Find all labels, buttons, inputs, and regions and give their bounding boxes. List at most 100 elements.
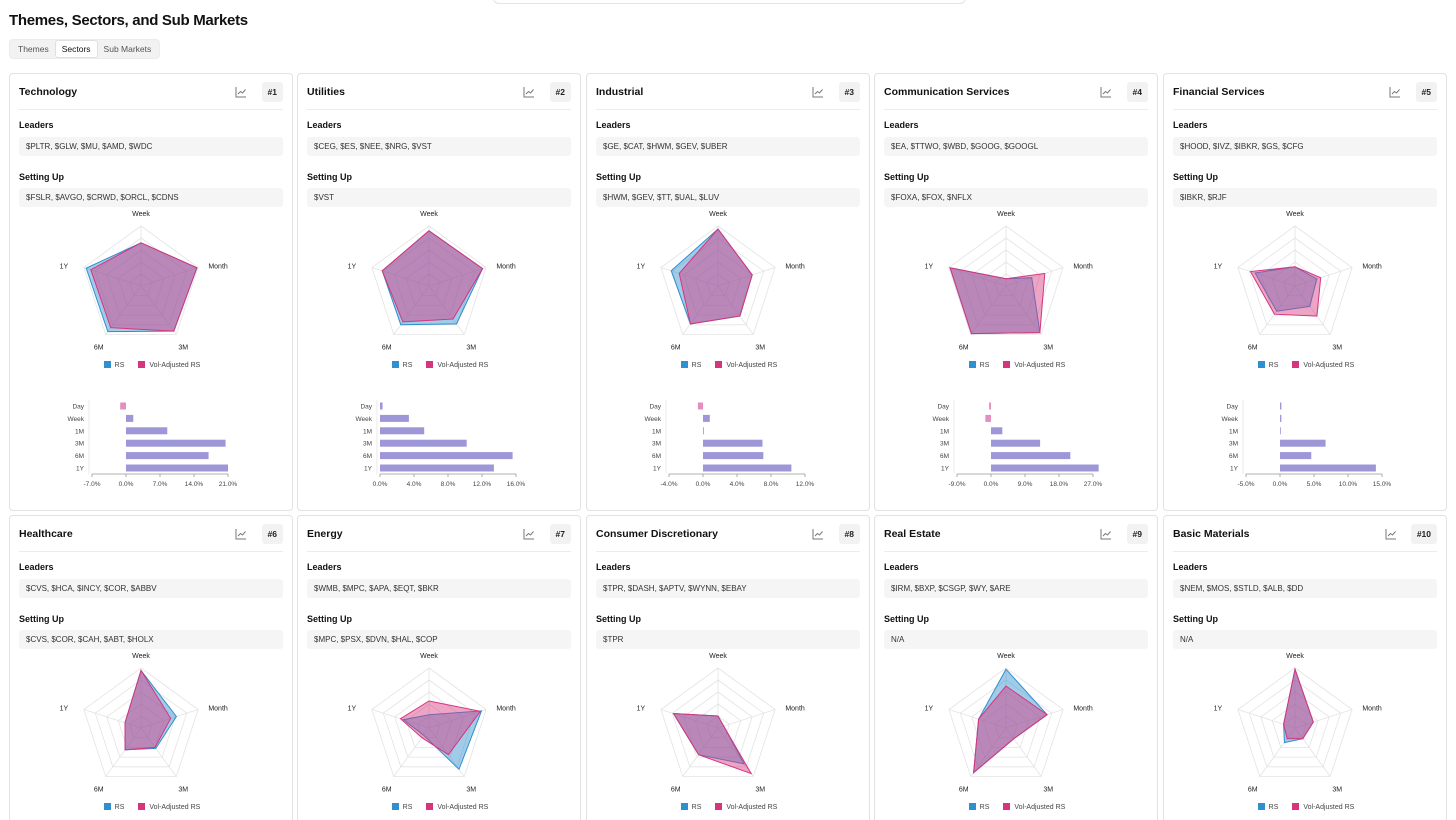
radar-grid-ring <box>83 667 199 777</box>
bar-row-label: 1M <box>652 428 661 435</box>
radar-legend: RS Vol-Adjusted RS <box>875 361 1157 369</box>
radar-spoke <box>1294 267 1353 287</box>
leaders-label: Leaders <box>596 562 631 572</box>
radar-grid-ring <box>994 715 1018 739</box>
chart-trend-icon[interactable] <box>1100 528 1112 540</box>
radar-grid-ring <box>683 691 753 758</box>
rank-badge: #10 <box>1410 524 1437 544</box>
radar-axis-label: 1Y <box>1214 263 1223 270</box>
radar-axis-label: 3M <box>466 787 476 794</box>
leaders-label: Leaders <box>19 120 54 130</box>
chart-trend-icon[interactable] <box>523 86 535 98</box>
card-title: Basic Materials <box>1173 528 1250 540</box>
top-search-bar[interactable] <box>493 0 966 4</box>
performance-bar <box>380 427 425 435</box>
chart-trend-icon[interactable] <box>1100 86 1112 98</box>
card-header: Energy #7 <box>307 516 571 552</box>
performance-bar <box>703 452 764 460</box>
legend-item-rs[interactable]: RS <box>391 361 412 369</box>
radar-spoke <box>428 709 487 729</box>
radar-series-vol-rs <box>949 267 1046 335</box>
bar-row-label: 6M <box>1229 453 1238 460</box>
legend-item-vol-rs[interactable]: Vol-Adjusted RS <box>1003 803 1065 811</box>
radar-axis-label: 3M <box>1332 345 1342 352</box>
tab-themes[interactable]: Themes <box>18 44 49 54</box>
legend-item-vol-rs[interactable]: Vol-Adjusted RS <box>715 361 777 369</box>
bar-tick-label: 16.0% <box>507 481 526 488</box>
legend-item-rs[interactable]: RS <box>103 803 124 811</box>
chart-trend-icon[interactable] <box>523 528 535 540</box>
legend-item-vol-rs[interactable]: Vol-Adjusted RS <box>138 803 200 811</box>
radar-spoke <box>948 267 1007 287</box>
radar-axis-label: 1Y <box>637 263 646 270</box>
radar-series-rs <box>1254 266 1318 312</box>
performance-bar-chart: Day Week 1M 3M 6M 1Y 0.0% 4.0% 8.0% 12.0% 16.0% <box>356 400 526 488</box>
radar-grid-ring <box>971 691 1041 758</box>
legend-item-rs[interactable]: RS <box>680 361 701 369</box>
legend-item-rs[interactable]: RS <box>680 803 701 811</box>
radar-spoke <box>428 267 487 287</box>
performance-bar <box>1280 452 1312 460</box>
legend-item-vol-rs[interactable]: Vol-Adjusted RS <box>1292 803 1354 811</box>
legend-item-vol-rs[interactable]: Vol-Adjusted RS <box>426 361 488 369</box>
radar-grid-ring <box>1283 715 1307 739</box>
performance-bar <box>1280 414 1282 422</box>
leaders-tickers: $CVS, $HCA, $INCY, $COR, $ABBV <box>19 579 283 598</box>
bar-tick-label: 27.0% <box>1084 481 1103 488</box>
legend-item-rs[interactable]: RS <box>968 803 989 811</box>
bar-tick-label: 0.0% <box>984 481 999 488</box>
legend-item-rs[interactable]: RS <box>1257 361 1278 369</box>
setting-up-tickers: $TPR <box>596 630 860 649</box>
radar-legend: RS Vol-Adjusted RS <box>1164 361 1446 369</box>
bar-row-label: 1Y <box>653 466 662 473</box>
leaders-tickers: $IRM, $BXP, $CSGP, $WY, $ARE <box>884 579 1148 598</box>
setting-up-label: Setting Up <box>307 614 352 624</box>
chart-trend-icon[interactable] <box>1389 86 1401 98</box>
legend-item-vol-rs[interactable]: Vol-Adjusted RS <box>1003 361 1065 369</box>
legend-item-rs[interactable]: RS <box>1257 803 1278 811</box>
bar-tick-label: 0.0% <box>119 481 134 488</box>
radar-grid-ring <box>129 715 153 739</box>
setting-up-tickers: $VST <box>307 188 571 207</box>
legend-item-vol-rs[interactable]: Vol-Adjusted RS <box>426 803 488 811</box>
bar-row-label: Day <box>937 404 949 411</box>
radar-grid-ring <box>1271 703 1319 748</box>
chart-trend-icon[interactable] <box>235 528 247 540</box>
bar-tick-label: 15.0% <box>1373 481 1392 488</box>
radar-chart: Week Month 3M 6M 1Y <box>637 211 805 352</box>
radar-spoke <box>83 709 142 729</box>
legend-item-vol-rs[interactable]: Vol-Adjusted RS <box>1292 361 1354 369</box>
performance-bar <box>126 439 226 447</box>
chart-trend-icon[interactable] <box>1385 528 1397 540</box>
radar-grid-ring <box>417 273 441 297</box>
bar-row-label: 1Y <box>364 466 373 473</box>
legend-item-vol-rs[interactable]: Vol-Adjusted RS <box>138 361 200 369</box>
tab-sub-markets[interactable]: Sub Markets <box>103 44 152 54</box>
vol-rs-swatch <box>1292 803 1300 810</box>
legend-item-rs[interactable]: RS <box>968 361 989 369</box>
performance-bar <box>380 414 409 422</box>
chart-trend-icon[interactable] <box>235 86 247 98</box>
legend-item-rs[interactable]: RS <box>391 803 412 811</box>
chart-trend-icon[interactable] <box>812 86 824 98</box>
performance-bar <box>703 439 763 447</box>
radar-grid-ring <box>1237 667 1353 777</box>
radar-axis-label: 3M <box>1043 345 1053 352</box>
bar-row-label: 6M <box>75 453 84 460</box>
rank-badge: #6 <box>261 524 283 544</box>
radar-spoke <box>660 709 719 729</box>
radar-grid-ring <box>1237 225 1353 335</box>
legend-item-vol-rs[interactable]: Vol-Adjusted RS <box>715 803 777 811</box>
bar-row-label: 3M <box>1229 441 1238 448</box>
legend-item-rs[interactable]: RS <box>103 361 124 369</box>
top-right-control[interactable] <box>1178 0 1456 4</box>
radar-grid-ring <box>106 691 176 758</box>
tab-sectors[interactable]: Sectors <box>54 40 98 58</box>
radar-spoke <box>140 709 199 729</box>
chart-trend-icon[interactable] <box>812 528 824 540</box>
radar-grid-ring <box>1260 691 1330 758</box>
leaders-label: Leaders <box>1173 120 1208 130</box>
card-title: Industrial <box>596 86 644 98</box>
radar-spoke <box>682 285 719 335</box>
bar-tick-label: 21.0% <box>219 481 238 488</box>
